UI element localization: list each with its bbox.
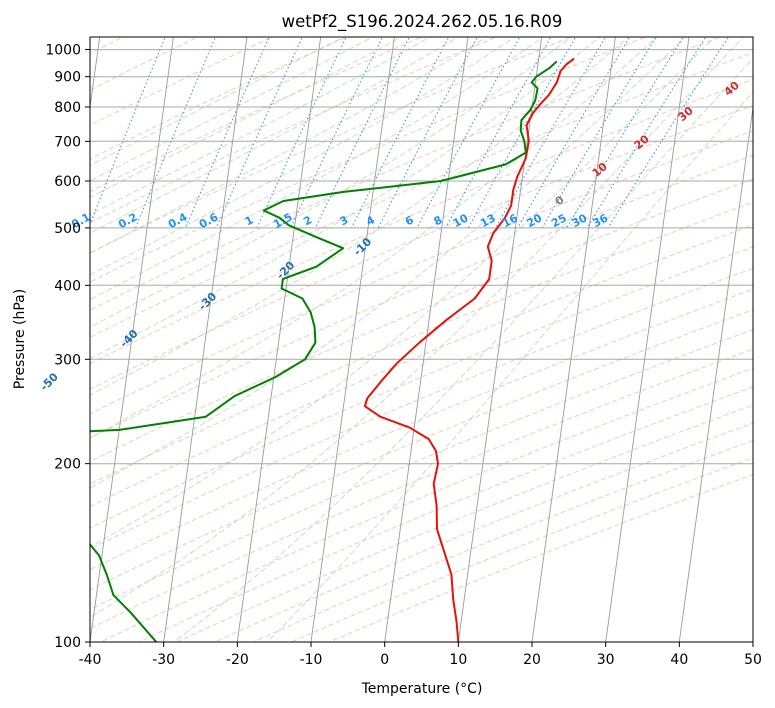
isotherm-label: -50 (38, 370, 61, 393)
isotherm-line (90, 37, 101, 111)
mixing-ratio-line (314, 37, 411, 229)
mixing-ratio-line (495, 37, 607, 229)
x-tick-label: -20 (226, 652, 249, 668)
mixing-ratio-line (517, 37, 631, 229)
mixing-ratio-label: 20 (525, 211, 545, 230)
x-tick-label: 0 (380, 652, 389, 668)
isotherm-line (678, 104, 753, 642)
isotherm-line (531, 37, 616, 642)
mixing-ratio-line (351, 37, 450, 229)
dry-adiabat-line (138, 386, 753, 642)
dry-adiabat-line (90, 130, 753, 415)
isotherm-line (163, 37, 248, 642)
mixing-ratio-line (566, 37, 684, 229)
x-axis-label: Temperature (°C) (361, 681, 483, 697)
y-tick-label: 800 (54, 100, 81, 116)
y-axis-label: Pressure (hPa) (12, 289, 28, 389)
x-tick-label: 10 (449, 652, 467, 668)
isotherm-line (605, 37, 690, 642)
dry-adiabat-line (90, 201, 753, 485)
dewpoint-series-line (90, 60, 558, 642)
dry-adiabat-line (90, 178, 753, 463)
isotherm-line (236, 37, 322, 642)
moist-adiabat-line (90, 37, 658, 439)
y-tick-label: 700 (54, 134, 81, 150)
mixing-ratio-label: 25 (549, 211, 569, 230)
y-tick-label: 500 (54, 221, 81, 237)
x-tick-label: -30 (152, 652, 175, 668)
x-tick-label: 40 (670, 652, 688, 668)
mixing-ratio-line (586, 37, 707, 229)
x-tick-label: 30 (597, 652, 615, 668)
isotherm-line (752, 638, 753, 642)
y-tick-label: 1000 (45, 43, 81, 59)
isotherm-line (310, 37, 395, 642)
plot-background (90, 37, 753, 642)
y-axis-ticks: 100 200 300 400 500 600 700 800 900 1000 (45, 43, 90, 651)
moist-adiabat-line (266, 91, 753, 642)
x-axis-ticks: -40 -30 -20 -10 0 10 20 30 40 50 (79, 642, 762, 668)
dry-adiabat-line (90, 37, 722, 311)
mixing-ratio-label: 16 (500, 211, 520, 230)
mixing-ratio-line (377, 37, 479, 229)
dry-adiabat-line (90, 154, 753, 439)
dry-adiabat-line (90, 104, 753, 390)
mixing-ratio-label: 30 (570, 211, 590, 230)
series-lines (90, 57, 575, 642)
plot-frame (89, 36, 754, 643)
x-tick-label: 50 (744, 652, 762, 668)
dry-adiabat-line (90, 78, 753, 365)
y-tick-label: 200 (54, 457, 81, 473)
y-tick-label: 100 (54, 635, 81, 651)
mixing-ratio-line (90, 37, 166, 226)
grid-lines (90, 37, 753, 642)
isotherm-line (384, 37, 469, 642)
y-tick-label: 300 (54, 352, 81, 368)
chart-title: wetPf2_S196.2024.262.05.16.R09 (282, 12, 563, 32)
temperature-series-line (363, 57, 575, 642)
mixing-ratio-line (256, 37, 347, 229)
mixing-ratio-label: 13 (478, 211, 498, 230)
dry-adiabat-line (90, 348, 753, 630)
x-tick-label: 20 (523, 652, 541, 668)
dry-adiabat-line (90, 329, 753, 610)
y-tick-label: 400 (54, 278, 81, 294)
dry-adiabat-line (100, 367, 753, 642)
moist-adiabat-line (90, 37, 403, 198)
isotherm-line (90, 37, 174, 642)
mixing-ratio-label: 36 (591, 211, 611, 230)
moist-adiabat-line (90, 37, 488, 254)
x-tick-label: -10 (300, 652, 323, 668)
x-tick-label: -40 (79, 652, 102, 668)
mixing-ratio-line (541, 37, 657, 229)
mixing-ratio-label: 10 (451, 211, 471, 230)
mixing-ratio-line (607, 37, 730, 229)
y-tick-label: 900 (54, 70, 81, 86)
y-tick-label: 600 (54, 174, 81, 190)
